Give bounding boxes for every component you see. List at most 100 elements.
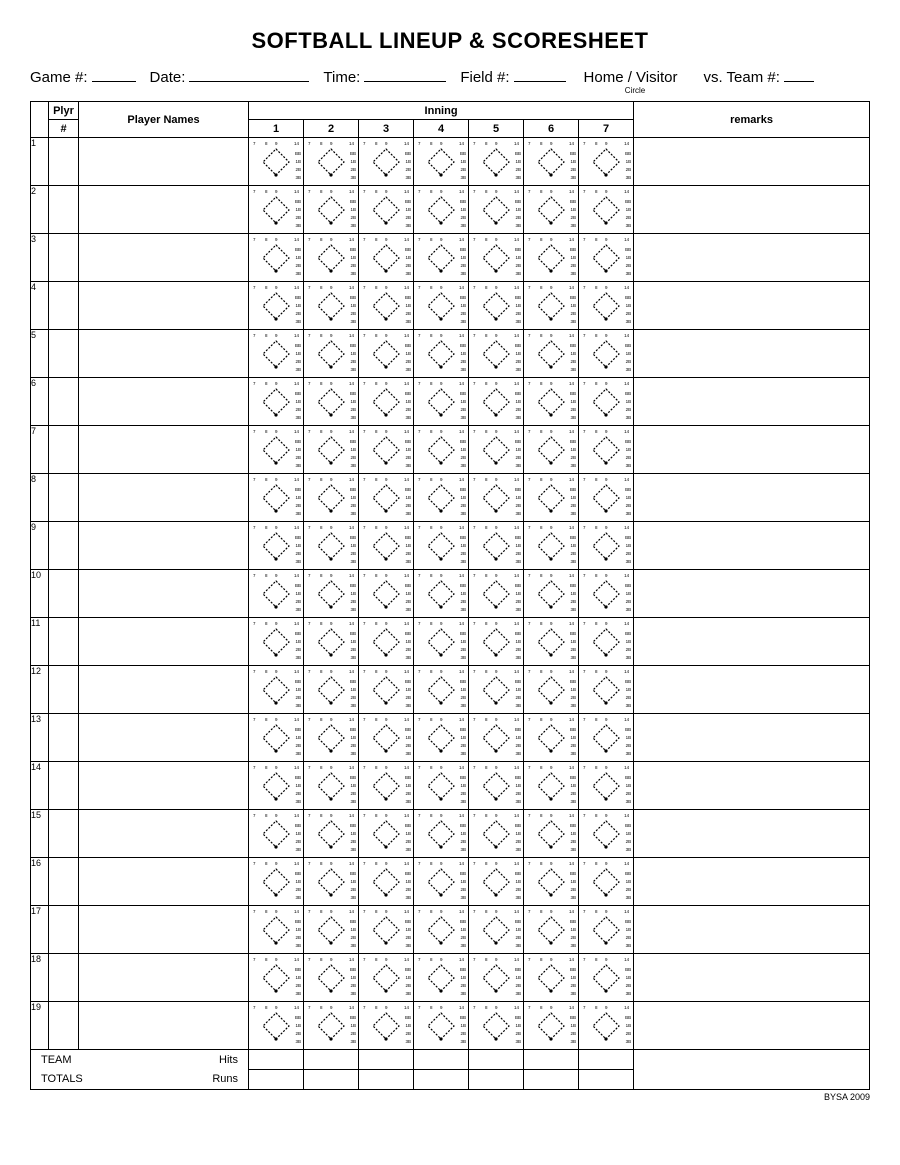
- remarks-cell[interactable]: [634, 282, 870, 330]
- inning-cell[interactable]: 78914BB1B2B3B: [524, 906, 579, 954]
- inning-cell[interactable]: 78914BB1B2B3B: [249, 714, 304, 762]
- inning-cell[interactable]: 78914BB1B2B3B: [524, 810, 579, 858]
- remarks-cell[interactable]: [634, 618, 870, 666]
- player-name-cell[interactable]: [79, 570, 249, 618]
- player-name-cell[interactable]: [79, 522, 249, 570]
- inning-cell[interactable]: 78914BB1B2B3B: [524, 330, 579, 378]
- inning-cell[interactable]: 78914BB1B2B3B: [304, 618, 359, 666]
- inning-cell[interactable]: 78914BB1B2B3B: [359, 762, 414, 810]
- inning-cell[interactable]: 78914BB1B2B3B: [359, 186, 414, 234]
- inning-cell[interactable]: 78914BB1B2B3B: [579, 906, 634, 954]
- inning-cell[interactable]: 78914BB1B2B3B: [469, 282, 524, 330]
- inning-cell[interactable]: 78914BB1B2B3B: [469, 234, 524, 282]
- inning-cell[interactable]: 78914BB1B2B3B: [414, 1002, 469, 1050]
- inning-cell[interactable]: 78914BB1B2B3B: [414, 378, 469, 426]
- inning-cell[interactable]: 78914BB1B2B3B: [249, 1002, 304, 1050]
- inning-cell[interactable]: 78914BB1B2B3B: [249, 186, 304, 234]
- inning-cell[interactable]: 78914BB1B2B3B: [414, 762, 469, 810]
- inning-cell[interactable]: 78914BB1B2B3B: [414, 714, 469, 762]
- inning-cell[interactable]: 78914BB1B2B3B: [524, 378, 579, 426]
- inning-cell[interactable]: 78914BB1B2B3B: [359, 330, 414, 378]
- inning-cell[interactable]: 78914BB1B2B3B: [359, 618, 414, 666]
- plyr-no-cell[interactable]: [49, 138, 79, 186]
- inning-cell[interactable]: 78914BB1B2B3B: [414, 954, 469, 1002]
- inning-cell[interactable]: 78914BB1B2B3B: [414, 426, 469, 474]
- inning-cell[interactable]: 78914BB1B2B3B: [469, 474, 524, 522]
- remarks-cell[interactable]: [634, 1002, 870, 1050]
- inning-cell[interactable]: 78914BB1B2B3B: [304, 138, 359, 186]
- inning-cell[interactable]: 78914BB1B2B3B: [579, 1002, 634, 1050]
- inning-cell[interactable]: 78914BB1B2B3B: [249, 570, 304, 618]
- inning-cell[interactable]: 78914BB1B2B3B: [579, 474, 634, 522]
- inning-cell[interactable]: 78914BB1B2B3B: [414, 666, 469, 714]
- player-name-cell[interactable]: [79, 186, 249, 234]
- inning-cell[interactable]: 78914BB1B2B3B: [579, 714, 634, 762]
- inning-cell[interactable]: 78914BB1B2B3B: [469, 138, 524, 186]
- plyr-no-cell[interactable]: [49, 522, 79, 570]
- inning-cell[interactable]: 78914BB1B2B3B: [359, 378, 414, 426]
- inning-cell[interactable]: 78914BB1B2B3B: [469, 762, 524, 810]
- inning-cell[interactable]: 78914BB1B2B3B: [524, 474, 579, 522]
- inning-cell[interactable]: 78914BB1B2B3B: [359, 426, 414, 474]
- plyr-no-cell[interactable]: [49, 186, 79, 234]
- inning-cell[interactable]: 78914BB1B2B3B: [524, 618, 579, 666]
- plyr-no-cell[interactable]: [49, 618, 79, 666]
- player-name-cell[interactable]: [79, 474, 249, 522]
- inning-cell[interactable]: 78914BB1B2B3B: [579, 330, 634, 378]
- player-name-cell[interactable]: [79, 906, 249, 954]
- inning-cell[interactable]: 78914BB1B2B3B: [249, 858, 304, 906]
- plyr-no-cell[interactable]: [49, 858, 79, 906]
- inning-cell[interactable]: 78914BB1B2B3B: [579, 954, 634, 1002]
- inning-cell[interactable]: 78914BB1B2B3B: [359, 714, 414, 762]
- inning-cell[interactable]: 78914BB1B2B3B: [414, 570, 469, 618]
- remarks-cell[interactable]: [634, 906, 870, 954]
- inning-cell[interactable]: 78914BB1B2B3B: [249, 522, 304, 570]
- remarks-cell[interactable]: [634, 858, 870, 906]
- player-name-cell[interactable]: [79, 378, 249, 426]
- inning-cell[interactable]: 78914BB1B2B3B: [579, 282, 634, 330]
- inning-cell[interactable]: 78914BB1B2B3B: [469, 810, 524, 858]
- inning-cell[interactable]: 78914BB1B2B3B: [249, 330, 304, 378]
- inning-cell[interactable]: 78914BB1B2B3B: [469, 522, 524, 570]
- player-name-cell[interactable]: [79, 762, 249, 810]
- plyr-no-cell[interactable]: [49, 234, 79, 282]
- inning-cell[interactable]: 78914BB1B2B3B: [414, 906, 469, 954]
- inning-cell[interactable]: 78914BB1B2B3B: [579, 138, 634, 186]
- inning-cell[interactable]: 78914BB1B2B3B: [359, 282, 414, 330]
- inning-cell[interactable]: 78914BB1B2B3B: [304, 522, 359, 570]
- inning-cell[interactable]: 78914BB1B2B3B: [469, 330, 524, 378]
- inning-cell[interactable]: 78914BB1B2B3B: [304, 858, 359, 906]
- inning-cell[interactable]: 78914BB1B2B3B: [524, 234, 579, 282]
- inning-cell[interactable]: 78914BB1B2B3B: [579, 762, 634, 810]
- inning-cell[interactable]: 78914BB1B2B3B: [414, 138, 469, 186]
- inning-cell[interactable]: 78914BB1B2B3B: [524, 186, 579, 234]
- field-no-blank[interactable]: [514, 68, 566, 82]
- inning-cell[interactable]: 78914BB1B2B3B: [469, 906, 524, 954]
- inning-cell[interactable]: 78914BB1B2B3B: [304, 378, 359, 426]
- player-name-cell[interactable]: [79, 858, 249, 906]
- remarks-cell[interactable]: [634, 234, 870, 282]
- inning-cell[interactable]: 78914BB1B2B3B: [359, 954, 414, 1002]
- plyr-no-cell[interactable]: [49, 666, 79, 714]
- plyr-no-cell[interactable]: [49, 1002, 79, 1050]
- remarks-cell[interactable]: [634, 138, 870, 186]
- player-name-cell[interactable]: [79, 666, 249, 714]
- inning-cell[interactable]: 78914BB1B2B3B: [304, 570, 359, 618]
- player-name-cell[interactable]: [79, 282, 249, 330]
- player-name-cell[interactable]: [79, 234, 249, 282]
- remarks-cell[interactable]: [634, 954, 870, 1002]
- inning-cell[interactable]: 78914BB1B2B3B: [304, 954, 359, 1002]
- inning-cell[interactable]: 78914BB1B2B3B: [524, 714, 579, 762]
- inning-cell[interactable]: 78914BB1B2B3B: [249, 618, 304, 666]
- inning-cell[interactable]: 78914BB1B2B3B: [304, 906, 359, 954]
- inning-cell[interactable]: 78914BB1B2B3B: [304, 666, 359, 714]
- inning-cell[interactable]: 78914BB1B2B3B: [414, 282, 469, 330]
- inning-cell[interactable]: 78914BB1B2B3B: [524, 282, 579, 330]
- remarks-cell[interactable]: [634, 666, 870, 714]
- inning-cell[interactable]: 78914BB1B2B3B: [469, 714, 524, 762]
- inning-cell[interactable]: 78914BB1B2B3B: [414, 330, 469, 378]
- remarks-cell[interactable]: [634, 522, 870, 570]
- inning-cell[interactable]: 78914BB1B2B3B: [249, 234, 304, 282]
- inning-cell[interactable]: 78914BB1B2B3B: [359, 522, 414, 570]
- inning-cell[interactable]: 78914BB1B2B3B: [304, 330, 359, 378]
